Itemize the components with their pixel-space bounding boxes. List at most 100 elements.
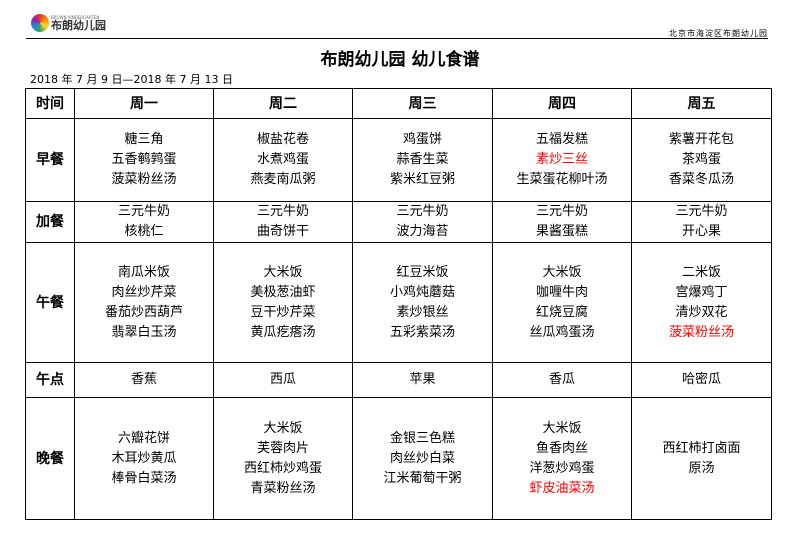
menu-item: 黄瓜疙瘩汤 xyxy=(250,324,316,340)
menu-cell: 大米饭 鱼香肉丝 洋葱炒鸡蛋 虾皮油菜汤 xyxy=(492,397,632,520)
menu-item: 西红柿炒鸡蛋 xyxy=(243,460,322,476)
logo-mark-icon xyxy=(31,14,49,32)
menu-item: 香瓜 xyxy=(548,372,575,387)
menu-item: 肉丝炒白菜 xyxy=(389,450,455,466)
menu-item: 核桃仁 xyxy=(124,224,164,239)
menu-item: 丝瓜鸡蛋汤 xyxy=(529,324,595,340)
menu-item: 椒盐花卷 xyxy=(256,132,309,147)
menu-item: 红豆米饭 xyxy=(396,264,449,280)
row-header-afternoon-snack: 午点 xyxy=(25,362,75,398)
menu-item: 菠菜粉丝汤 xyxy=(668,324,734,340)
menu-cell: 三元牛奶 果酱蛋糕 xyxy=(492,201,632,243)
menu-item: 苹果 xyxy=(409,372,436,387)
menu-item: 燕麦南瓜粥 xyxy=(250,172,316,187)
menu-cell: 三元牛奶 开心果 xyxy=(631,201,772,243)
menu-item: 虾皮油菜汤 xyxy=(529,480,595,496)
menu-item: 五福发糕 xyxy=(535,132,588,147)
menu-cell: 大米饭芙蓉肉片西红柿炒鸡蛋 青菜粉丝汤 xyxy=(213,397,353,520)
menu-item: 木耳炒黄瓜 xyxy=(111,450,177,466)
menu-item: 开心果 xyxy=(681,224,721,239)
menu-cell: 西瓜 xyxy=(213,362,353,398)
table-row-breakfast: 早餐 糖三角 五香鹌鹑蛋 菠菜粉丝汤 椒盐花卷 水煮鸡蛋 燕麦南瓜粥 鸡蛋饼 蒜香生菜 紫米红豆粥… xyxy=(25,118,772,202)
menu-item: 糖三角 xyxy=(124,132,164,147)
column-header-thursday: 周四 xyxy=(492,88,632,119)
row-header-breakfast: 早餐 xyxy=(25,118,75,202)
menu-item: 大米饭 xyxy=(542,420,582,436)
menu-item: 素炒三丝 xyxy=(535,152,588,167)
menu-cell: 鸡蛋饼蒜香生菜紫米红豆粥 xyxy=(352,118,493,202)
menu-cell: 香瓜 xyxy=(492,362,632,398)
table-row-afternoon-snack: 午点 香蕉 西瓜 苹果 香瓜 哈密瓜 xyxy=(25,362,772,398)
menu-item: 香菜冬瓜汤 xyxy=(668,172,734,187)
menu-item: 生菜蛋花柳叶汤 xyxy=(516,172,608,187)
logo-text: 布朗幼儿园 xyxy=(51,18,106,32)
menu-item: 宫爆鸡丁 xyxy=(675,284,728,300)
menu-item: 咖喱牛肉 xyxy=(535,284,588,300)
menu-item: 大米饭 xyxy=(263,420,303,436)
menu-item: 豆干炒芹菜 xyxy=(250,304,316,320)
menu-item: 五彩紫菜汤 xyxy=(389,324,455,340)
menu-item: 香蕉 xyxy=(130,372,157,387)
column-header-friday: 周五 xyxy=(631,88,772,119)
menu-cell: 糖三角 五香鹌鹑蛋 菠菜粉丝汤 xyxy=(74,118,214,202)
menu-item: 棒骨白菜汤 xyxy=(111,470,177,486)
row-header-snack: 加餐 xyxy=(25,201,75,243)
menu-cell: 哈密瓜 xyxy=(631,362,772,398)
menu-cell: 大米饭咖喱牛肉红烧豆腐丝瓜鸡蛋汤 xyxy=(492,242,632,363)
menu-cell: 椒盐花卷 水煮鸡蛋 燕麦南瓜粥 xyxy=(213,118,353,202)
menu-item: 紫米红豆粥 xyxy=(389,172,455,187)
menu-item: 西瓜 xyxy=(269,372,296,387)
menu-item: 洋葱炒鸡蛋 xyxy=(529,460,595,476)
menu-item: 大米饭 xyxy=(263,264,303,280)
logo-subtext: BROWN KINDERGARTEN xyxy=(51,14,100,20)
menu-item: 三元牛奶 xyxy=(396,204,449,219)
column-header-monday: 周一 xyxy=(74,88,214,119)
menu-item: 菠菜粉丝汤 xyxy=(111,172,177,187)
menu-item: 鸡蛋饼 xyxy=(402,132,442,147)
menu-cell: 西红柿打卤面 原汤 xyxy=(631,397,772,520)
row-header-lunch: 午餐 xyxy=(25,242,75,363)
menu-cell: 大米饭 美极葱油虾 豆干炒芹菜 黄瓜疙瘩汤 xyxy=(213,242,353,363)
menu-cell: 金银三色糕肉丝炒白菜江米葡萄干粥 xyxy=(352,397,493,520)
menu-item: 曲奇饼干 xyxy=(256,224,309,239)
menu-cell: 三元牛奶 波力海苔 xyxy=(352,201,493,243)
menu-item: 原汤 xyxy=(688,460,715,476)
menu-item: 素炒银丝 xyxy=(396,304,449,320)
menu-item: 哈密瓜 xyxy=(681,372,721,387)
column-header-time: 时间 xyxy=(25,88,75,119)
table-header-row: 时间 周一 周二 周三 周四 周五 xyxy=(25,88,772,119)
table-row-lunch: 午餐 南瓜米饭 肉丝炒芹菜 番茄炒西葫芦 翡翠白玉汤 大米饭 美极葱油虾 豆干炒芹菜 黄瓜疙瘩汤… xyxy=(25,242,772,363)
menu-cell: 红豆米饭 小鸡炖蘑菇 素炒银丝 五彩紫菜汤 xyxy=(352,242,493,363)
table-row-snack: 加餐 三元牛奶 核桃仁 三元牛奶 曲奇饼干 三元牛奶 波力海苔 三元牛奶 果酱蛋糕 三元牛奶 开心果 xyxy=(25,201,772,243)
header-address: 北京市海淀区布朗幼儿园 xyxy=(669,29,768,38)
menu-item: 二米饭 xyxy=(681,264,721,280)
menu-item: 江米葡萄干粥 xyxy=(383,470,462,486)
menu-item: 南瓜米饭 xyxy=(117,264,170,280)
menu-item: 茶鸡蛋 xyxy=(681,152,721,167)
menu-cell: 香蕉 xyxy=(74,362,214,398)
menu-item: 清炒双花 xyxy=(675,304,728,320)
header-divider xyxy=(26,38,768,39)
menu-item: 蒜香生菜 xyxy=(396,152,449,167)
menu-cell: 三元牛奶 核桃仁 xyxy=(74,201,214,243)
menu-item: 金银三色糕 xyxy=(389,430,455,446)
menu-item: 三元牛奶 xyxy=(675,204,728,219)
date-range: 2018 年 7 月 9 日—2018 年 7 月 13 日 xyxy=(30,73,233,86)
menu-cell: 五福发糕素炒三丝生菜蛋花柳叶汤 xyxy=(492,118,632,202)
menu-item: 三元牛奶 xyxy=(117,204,170,219)
menu-cell: 三元牛奶 曲奇饼干 xyxy=(213,201,353,243)
menu-item: 红烧豆腐 xyxy=(535,304,588,320)
menu-cell: 六瓣花饼木耳炒黄瓜棒骨白菜汤 xyxy=(74,397,214,520)
page-title: 布朗幼儿园 幼儿食谱 xyxy=(320,50,480,70)
column-header-wednesday: 周三 xyxy=(352,88,493,119)
menu-item: 波力海苔 xyxy=(396,224,449,239)
menu-item: 青菜粉丝汤 xyxy=(250,480,316,496)
logo: BROWN KINDERGARTEN 布朗幼儿园 xyxy=(31,14,106,32)
menu-table: 时间 周一 周二 周三 周四 周五 早餐 糖三角 五香鹌鹑蛋 菠菜粉丝汤 椒盐花卷 水煮鸡… xyxy=(25,88,772,520)
menu-item: 番茄炒西葫芦 xyxy=(104,304,183,320)
menu-item: 六瓣花饼 xyxy=(117,430,170,446)
menu-item: 紫薯开花包 xyxy=(668,132,734,147)
row-header-dinner: 晚餐 xyxy=(25,397,75,520)
menu-item: 芙蓉肉片 xyxy=(256,440,309,456)
menu-item: 大米饭 xyxy=(542,264,582,280)
